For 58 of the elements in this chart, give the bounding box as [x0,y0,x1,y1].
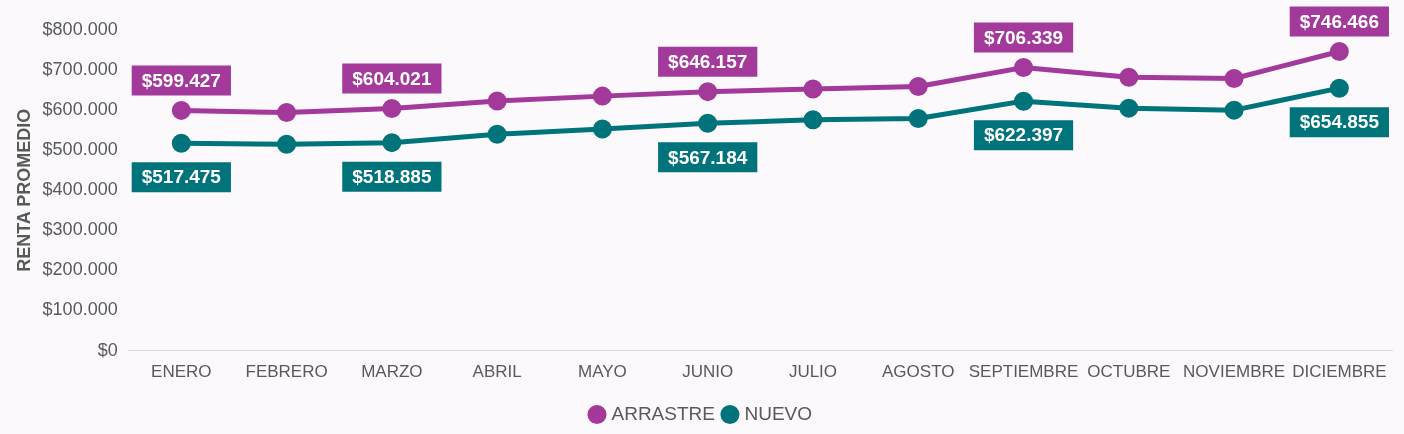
y-tick-label: $100.000 [42,299,118,320]
data-label: $567.184 [668,146,748,168]
point [908,77,928,97]
point [698,113,718,133]
point [1119,67,1139,87]
x-tick-label: JUNIO [682,362,734,382]
y-tick-label: $300.000 [42,219,118,240]
point [592,119,612,139]
point [1014,91,1034,111]
legend-label: ARRASTRE [611,402,715,424]
point [1329,41,1349,61]
point [908,109,928,129]
data-label: $646.157 [668,50,748,72]
y-tick-label: $800.000 [42,18,118,39]
point [171,133,191,153]
point [487,91,507,111]
x-tick-label: DICIEMBRE [1292,362,1387,382]
point [1119,98,1139,118]
data-label: $599.427 [141,69,221,91]
data-label: $622.397 [983,124,1064,146]
y-tick-label: $500.000 [42,139,118,160]
point [698,82,718,102]
y-axis-title: RENTA PROMEDIO [13,108,34,272]
data-label: $604.021 [352,67,432,89]
point [803,110,823,130]
x-tick-label: FEBRERO [245,362,328,382]
point [803,79,823,99]
y-tick-label: $200.000 [42,259,118,280]
data-label: $654.855 [1299,111,1380,133]
point [277,103,297,123]
point [382,99,402,119]
y-tick-label: $600.000 [42,99,118,120]
x-tick-label: MAYO [578,362,627,382]
x-tick-label: ABRIL [472,362,522,382]
point [1329,78,1349,98]
data-label: $746.466 [1299,10,1379,32]
data-label: $517.475 [141,166,222,188]
y-tick-label: $700.000 [42,59,118,80]
point [382,133,402,153]
data-label: $706.339 [983,26,1064,48]
legend-label: NUEVO [744,402,813,424]
y-tick-label: $0 [97,339,118,360]
data-label: $518.885 [352,165,432,187]
x-tick-label: SEPTIEMBRE [968,362,1079,382]
x-tick-label: MARZO [361,362,423,382]
point [487,124,507,144]
x-tick-label: OCTUBRE [1087,362,1171,382]
x-tick-label: AGOSTO [882,362,955,382]
x-tick-label: NOVIEMBRE [1183,362,1286,382]
point [1014,58,1034,78]
point [1224,68,1244,88]
point [1224,100,1244,120]
point [171,100,191,120]
x-tick-label: ENERO [151,362,212,382]
x-tick-label: JULIO [788,362,838,382]
point [277,134,297,154]
y-tick-label: $400.000 [42,179,118,200]
point [592,86,612,106]
